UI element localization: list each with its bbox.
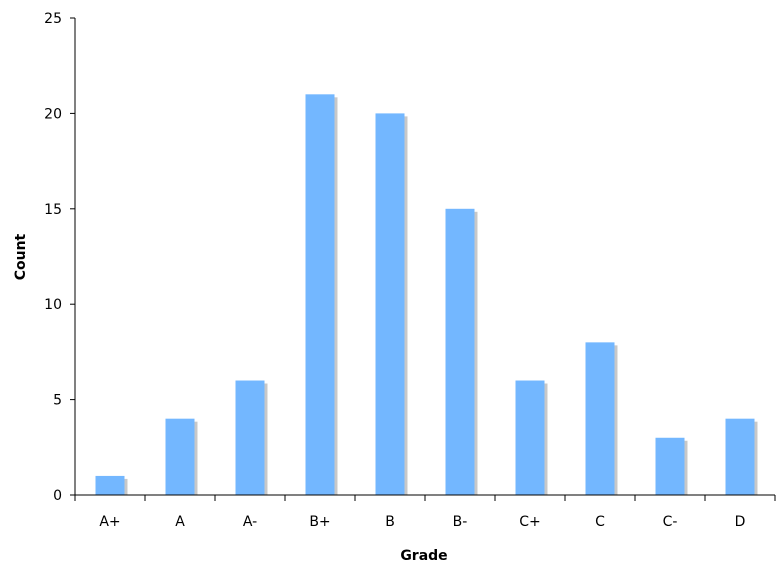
x-ticks-group: A+ A A- B+ B B- C+ C C- D	[74, 495, 776, 530]
x-tick-label: A+	[99, 514, 120, 530]
y-tick-label: 25	[44, 11, 62, 27]
bar	[725, 418, 755, 495]
bar	[305, 94, 335, 495]
bar	[95, 475, 125, 495]
x-tick-label: C	[595, 514, 605, 530]
y-tick-label: 20	[44, 106, 62, 122]
x-tick-label: A-	[243, 514, 257, 530]
x-tick-label: B-	[453, 514, 468, 530]
y-tick-label: 0	[53, 488, 62, 504]
y-tick-label: 10	[44, 297, 62, 313]
x-tick-label: C-	[663, 514, 678, 530]
bar	[585, 342, 615, 495]
y-axis-title: Count	[13, 233, 29, 280]
x-tick-label: A	[175, 514, 185, 530]
bars-group	[95, 94, 758, 496]
x-tick-label: B+	[309, 514, 330, 530]
x-tick-label: C+	[519, 514, 541, 530]
y-tick-label: 5	[53, 393, 62, 409]
x-axis-title: Grade	[400, 548, 447, 564]
y-ticks-group: 0 5 10 15 20 25	[44, 11, 75, 504]
x-tick-label: D	[735, 514, 746, 530]
bar	[445, 208, 475, 496]
bar	[235, 380, 265, 495]
y-tick-label: 15	[44, 202, 62, 218]
bar	[515, 380, 545, 495]
bar	[655, 437, 685, 495]
bar	[375, 113, 405, 496]
bar	[165, 418, 195, 495]
x-tick-label: B	[385, 514, 395, 530]
